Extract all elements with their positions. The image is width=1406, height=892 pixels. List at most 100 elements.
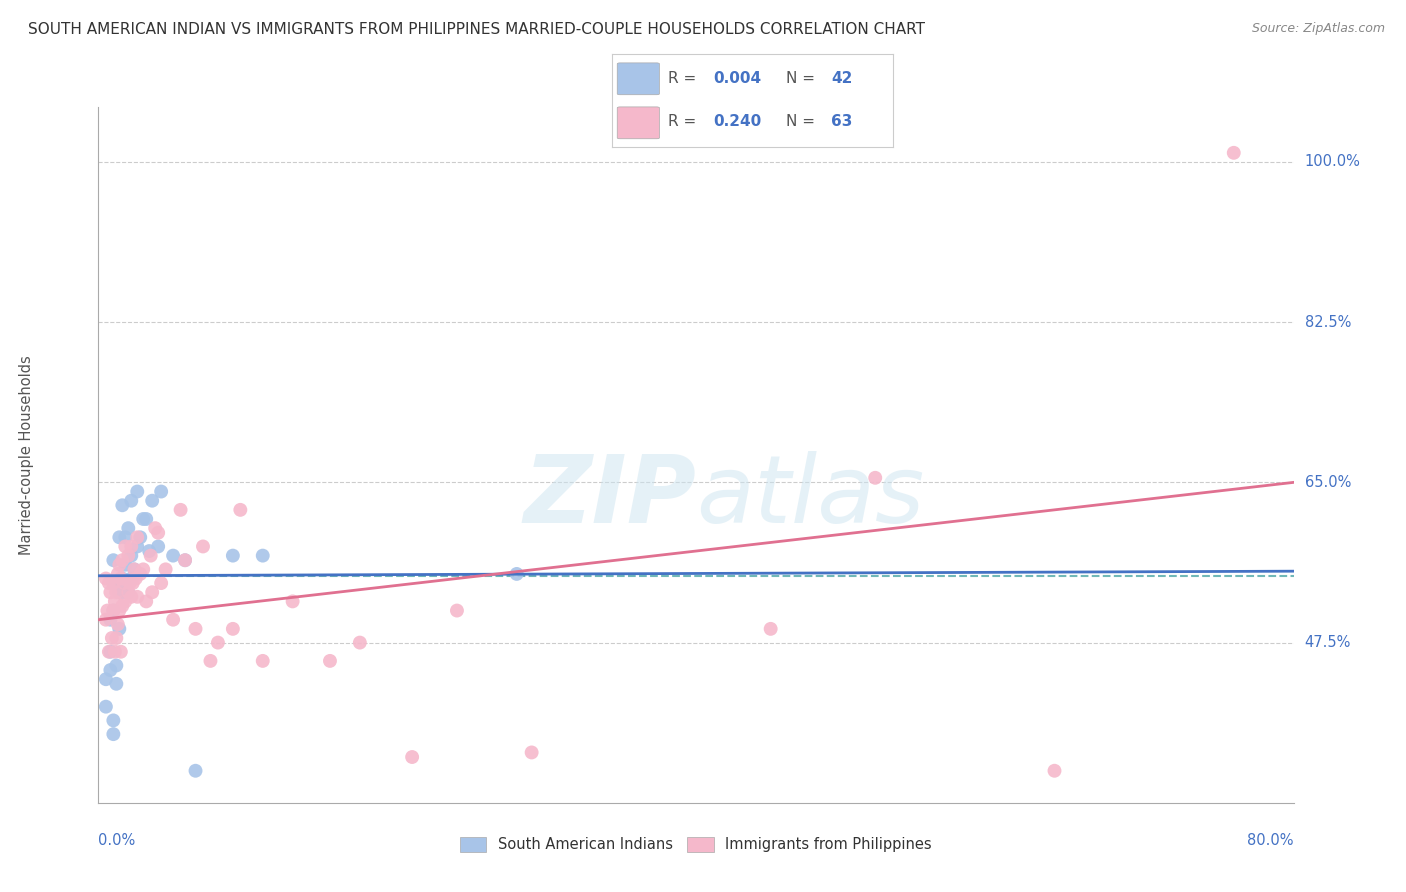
Point xyxy=(124,562,146,576)
Point xyxy=(865,471,887,485)
Point xyxy=(103,714,125,728)
Point xyxy=(117,585,139,599)
Point xyxy=(174,553,197,567)
Point xyxy=(108,558,131,572)
Point xyxy=(252,654,274,668)
Point xyxy=(107,566,129,581)
Point xyxy=(174,553,197,567)
Point xyxy=(103,553,125,567)
Text: N =: N = xyxy=(786,71,820,87)
Point xyxy=(141,585,163,599)
Point xyxy=(114,594,136,608)
Point xyxy=(139,549,162,563)
Text: R =: R = xyxy=(668,114,702,129)
Text: R =: R = xyxy=(668,71,702,87)
Point xyxy=(759,622,782,636)
Point xyxy=(98,585,122,599)
Point xyxy=(103,576,125,591)
Point xyxy=(97,645,120,659)
Point xyxy=(117,521,139,535)
Point xyxy=(1043,764,1066,778)
Point xyxy=(162,613,184,627)
Point xyxy=(127,540,149,554)
Point xyxy=(124,562,146,576)
Text: ZIP: ZIP xyxy=(523,450,696,542)
Text: 47.5%: 47.5% xyxy=(1305,635,1351,650)
Point xyxy=(120,572,142,586)
Text: SOUTH AMERICAN INDIAN VS IMMIGRANTS FROM PHILIPPINES MARRIED-COUPLE HOUSEHOLDS C: SOUTH AMERICAN INDIAN VS IMMIGRANTS FROM… xyxy=(28,22,925,37)
Point xyxy=(103,603,125,617)
Point xyxy=(97,576,120,591)
Point xyxy=(94,699,117,714)
Point xyxy=(127,484,149,499)
Point xyxy=(103,727,125,741)
Point xyxy=(101,631,124,645)
Point xyxy=(229,503,252,517)
Point xyxy=(135,594,157,608)
Point xyxy=(94,613,117,627)
Text: 63: 63 xyxy=(831,114,852,129)
Point xyxy=(111,572,134,586)
Point xyxy=(108,530,131,544)
Point xyxy=(132,512,155,526)
Point xyxy=(105,585,128,599)
Point xyxy=(96,603,118,617)
Point xyxy=(1223,145,1246,160)
Point xyxy=(129,530,152,544)
Point xyxy=(184,622,207,636)
Point xyxy=(104,645,127,659)
FancyBboxPatch shape xyxy=(617,63,659,95)
Point xyxy=(105,576,128,591)
FancyBboxPatch shape xyxy=(617,107,659,139)
Point xyxy=(112,576,135,591)
Text: atlas: atlas xyxy=(696,451,924,542)
Point xyxy=(103,603,125,617)
Point xyxy=(207,635,229,649)
Point xyxy=(108,603,131,617)
Point xyxy=(127,590,149,604)
Point xyxy=(349,635,371,649)
Text: 0.0%: 0.0% xyxy=(98,833,135,848)
Text: 65.0%: 65.0% xyxy=(1305,475,1351,490)
Point xyxy=(120,549,142,563)
Point xyxy=(117,585,139,599)
Point xyxy=(141,493,163,508)
Point xyxy=(111,599,134,613)
Point xyxy=(446,603,468,617)
Point xyxy=(252,549,274,563)
Point xyxy=(506,566,529,581)
Point xyxy=(132,562,155,576)
Point xyxy=(169,503,191,517)
Point xyxy=(120,590,142,604)
Point xyxy=(98,645,122,659)
Point xyxy=(94,572,117,586)
Point xyxy=(114,558,136,572)
Text: 80.0%: 80.0% xyxy=(1247,833,1294,848)
Point xyxy=(107,617,129,632)
Point xyxy=(120,493,142,508)
Point xyxy=(110,572,132,586)
Point xyxy=(143,521,166,535)
Point xyxy=(319,654,342,668)
Legend: South American Indians, Immigrants from Philippines: South American Indians, Immigrants from … xyxy=(454,831,938,858)
Text: Married-couple Households: Married-couple Households xyxy=(18,355,34,555)
Text: N =: N = xyxy=(786,114,820,129)
Point xyxy=(125,572,148,586)
Point xyxy=(150,484,173,499)
Point xyxy=(105,677,128,691)
Point xyxy=(118,576,141,591)
Text: 0.004: 0.004 xyxy=(713,71,761,87)
Point xyxy=(104,594,127,608)
Text: 82.5%: 82.5% xyxy=(1305,315,1351,330)
Point xyxy=(222,622,245,636)
Point xyxy=(401,750,423,764)
Point xyxy=(98,613,122,627)
Point xyxy=(98,663,122,677)
Point xyxy=(222,549,245,563)
Point xyxy=(135,512,157,526)
Point xyxy=(148,540,170,554)
Point xyxy=(105,631,128,645)
Point xyxy=(148,525,170,540)
Point xyxy=(114,540,136,554)
Text: 100.0%: 100.0% xyxy=(1305,154,1361,169)
